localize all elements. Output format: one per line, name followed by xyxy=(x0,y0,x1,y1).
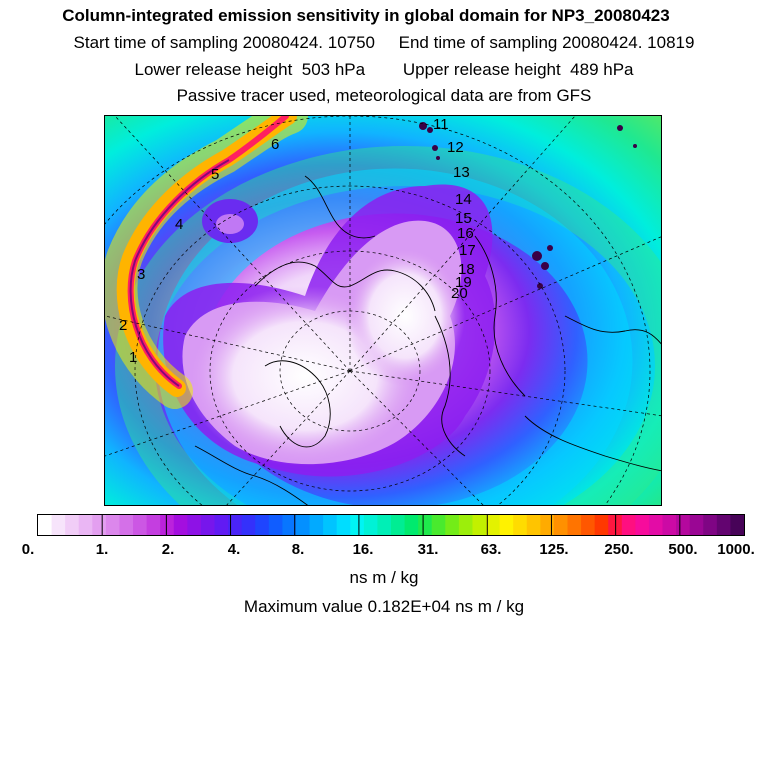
scale-swatch xyxy=(336,515,351,535)
plume-center-line xyxy=(129,159,230,387)
maximum-value-label: Maximum value 0.182E+04 ns m / kg xyxy=(243,597,525,616)
scale-swatch xyxy=(38,515,53,535)
scale-swatch xyxy=(458,515,474,535)
scale-swatch xyxy=(553,515,569,535)
scale-swatch xyxy=(676,515,691,535)
scale-swatch xyxy=(662,515,677,535)
scale-swatch xyxy=(78,515,93,535)
scale-swatch xyxy=(404,515,419,535)
plot-title: Column-integrated emission sensitivity i… xyxy=(62,6,670,25)
trajectory-label-13: 13 xyxy=(453,164,470,181)
scale-unit-label: ns m / kg xyxy=(349,568,419,587)
scale-swatch xyxy=(391,515,406,535)
scale-swatch xyxy=(445,515,460,535)
sampling-time-line: Start time of sampling 20080424. 10750 E… xyxy=(73,33,695,52)
scale-tick-11: 1000. xyxy=(717,541,755,558)
scale-swatch xyxy=(363,515,379,535)
scale-swatch xyxy=(173,515,188,535)
scale-swatch xyxy=(716,515,732,535)
scale-swatch xyxy=(377,515,392,535)
scale-tick-1: 1. xyxy=(95,541,109,558)
emission-sensitivity-map: 1 2 3 4 5 6 11 12 13 14 15 16 17 18 19 2… xyxy=(104,115,662,506)
scale-swatch xyxy=(472,515,487,535)
scale-swatch xyxy=(621,515,636,535)
color-scale-bar xyxy=(37,514,745,536)
scale-swatch xyxy=(146,515,161,535)
trajectory-label-17: 17 xyxy=(459,242,476,259)
scale-swatch xyxy=(92,515,107,535)
tracer-info-line: Passive tracer used, meteorological data… xyxy=(176,86,592,105)
scale-swatch xyxy=(486,515,501,535)
trajectory-label-19: 19 xyxy=(455,274,472,291)
trajectory-label-4: 4 xyxy=(175,216,184,233)
scale-swatch xyxy=(51,515,66,535)
scale-swatch xyxy=(255,515,270,535)
scale-tick-7: 63. xyxy=(480,541,502,558)
scale-swatch xyxy=(241,515,256,535)
scale-swatch xyxy=(526,515,541,535)
scale-swatch xyxy=(268,515,283,535)
scale-swatch xyxy=(282,515,297,535)
scale-swatch xyxy=(689,515,704,535)
trajectory-label-1: 1 xyxy=(129,349,138,366)
map-canvas xyxy=(105,116,661,505)
trajectory-label-5: 5 xyxy=(211,166,220,183)
scale-swatch xyxy=(594,515,609,535)
scale-tick-2: 2. xyxy=(161,541,175,558)
scale-swatch xyxy=(540,515,555,535)
scale-swatch xyxy=(635,515,650,535)
scale-swatch xyxy=(323,515,338,535)
scale-swatch xyxy=(187,515,202,535)
scale-swatch xyxy=(309,515,324,535)
trajectory-label-2: 2 xyxy=(119,317,128,334)
scale-tick-8: 125. xyxy=(539,541,569,558)
scale-swatch xyxy=(160,515,175,535)
scale-tick-10: 500. xyxy=(668,541,698,558)
scale-swatch xyxy=(200,515,216,535)
scale-swatch xyxy=(65,515,80,535)
coastlines xyxy=(194,175,661,505)
blue-pocket-inner xyxy=(216,214,244,234)
scale-tick-4: 8. xyxy=(291,541,305,558)
scale-swatch xyxy=(730,515,744,535)
trajectory-label-11: 11 xyxy=(433,116,449,133)
color-scale-swatches xyxy=(38,515,744,535)
scale-swatch xyxy=(119,515,134,535)
scale-tick-6: 31. xyxy=(417,541,439,558)
scale-tick-0: 0. xyxy=(21,541,35,558)
scale-swatch xyxy=(703,515,718,535)
trajectory-label-18: 18 xyxy=(458,261,475,278)
scale-swatch xyxy=(214,515,229,535)
lat-lon-grid xyxy=(105,116,661,505)
scale-swatch xyxy=(350,515,365,535)
trajectory-label-16: 16 xyxy=(457,225,474,242)
release-height-line: Lower release height 503 hPa Upper relea… xyxy=(134,60,634,79)
scale-swatch xyxy=(418,515,433,535)
scale-swatch xyxy=(133,515,148,535)
scale-tick-5: 16. xyxy=(352,541,374,558)
scale-swatch xyxy=(581,515,596,535)
scale-swatch xyxy=(499,515,514,535)
trajectory-label-6: 6 xyxy=(271,136,280,153)
scale-swatch xyxy=(105,515,121,535)
scale-tick-3: 4. xyxy=(227,541,241,558)
trajectory-label-20: 20 xyxy=(451,285,468,302)
scale-swatch xyxy=(567,515,582,535)
sensitivity-core-east xyxy=(345,246,465,386)
trajectory-label-12: 12 xyxy=(447,139,464,156)
scale-swatch xyxy=(648,515,664,535)
scale-swatch xyxy=(513,515,528,535)
trajectory-label-14: 14 xyxy=(455,191,472,208)
trajectory-label-3: 3 xyxy=(137,266,146,283)
scale-swatch xyxy=(228,515,243,535)
scale-swatch xyxy=(295,515,311,535)
scale-tick-9: 250. xyxy=(604,541,634,558)
trajectory-label-15: 15 xyxy=(455,210,472,227)
scale-swatch xyxy=(431,515,446,535)
